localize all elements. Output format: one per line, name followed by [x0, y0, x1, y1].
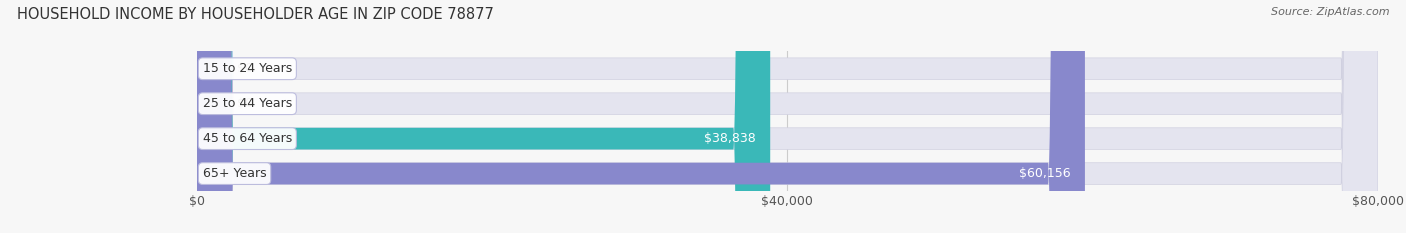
- Text: 15 to 24 Years: 15 to 24 Years: [202, 62, 292, 75]
- FancyBboxPatch shape: [197, 0, 1378, 233]
- Text: 65+ Years: 65+ Years: [202, 167, 266, 180]
- Text: Source: ZipAtlas.com: Source: ZipAtlas.com: [1271, 7, 1389, 17]
- FancyBboxPatch shape: [186, 0, 233, 233]
- Text: 45 to 64 Years: 45 to 64 Years: [202, 132, 292, 145]
- FancyBboxPatch shape: [197, 0, 1378, 233]
- FancyBboxPatch shape: [197, 0, 1378, 233]
- FancyBboxPatch shape: [186, 0, 233, 233]
- Text: HOUSEHOLD INCOME BY HOUSEHOLDER AGE IN ZIP CODE 78877: HOUSEHOLD INCOME BY HOUSEHOLDER AGE IN Z…: [17, 7, 494, 22]
- FancyBboxPatch shape: [197, 0, 770, 233]
- Text: $38,838: $38,838: [704, 132, 756, 145]
- FancyBboxPatch shape: [197, 0, 1378, 233]
- Text: $0: $0: [238, 62, 253, 75]
- Text: 25 to 44 Years: 25 to 44 Years: [202, 97, 292, 110]
- FancyBboxPatch shape: [197, 0, 1085, 233]
- Text: $0: $0: [238, 97, 253, 110]
- Text: $60,156: $60,156: [1019, 167, 1071, 180]
